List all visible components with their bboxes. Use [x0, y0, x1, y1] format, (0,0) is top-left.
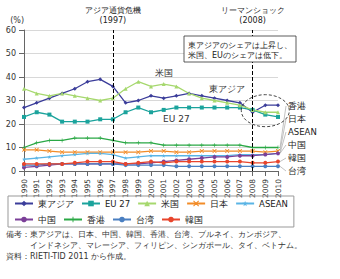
- svg-text:インドネシア、マレーシア、フィリピン、シンガポール、タイ、ベ: インドネシア、マレーシア、フィリピン、シンガポール、タイ、ベトナム。: [6, 241, 302, 250]
- svg-text:リーマンショック: リーマンショック: [221, 6, 285, 15]
- svg-text:40: 40: [6, 73, 16, 82]
- svg-text:2006: 2006: [223, 179, 232, 198]
- svg-text:2009: 2009: [261, 179, 270, 198]
- svg-text:東アジアのシェアは上昇し、: 東アジアのシェアは上昇し、: [188, 41, 292, 50]
- svg-text:1998: 1998: [121, 179, 130, 198]
- svg-text:東アジア: 東アジア: [209, 84, 245, 94]
- svg-text:台湾: 台湾: [288, 166, 306, 176]
- svg-text:2002: 2002: [172, 179, 181, 198]
- svg-text:1996: 1996: [96, 179, 105, 198]
- svg-text:10: 10: [6, 143, 16, 152]
- svg-text:1991: 1991: [32, 179, 41, 198]
- svg-text:1993: 1993: [58, 179, 67, 198]
- svg-text:2008: 2008: [248, 179, 257, 198]
- svg-text:(%): (%): [10, 16, 24, 25]
- svg-text:1995: 1995: [83, 179, 92, 198]
- svg-text:米国: 米国: [161, 199, 179, 209]
- svg-text:ASEAN: ASEAN: [288, 127, 317, 137]
- svg-text:2003: 2003: [185, 179, 194, 198]
- svg-text:EU 27: EU 27: [105, 199, 130, 209]
- svg-text:(2008): (2008): [239, 16, 266, 25]
- svg-text:韓国: 韓国: [185, 215, 203, 225]
- svg-text:2005: 2005: [210, 179, 219, 198]
- svg-text:中国: 中国: [38, 215, 56, 225]
- svg-text:韓国: 韓国: [288, 153, 306, 163]
- svg-text:2007: 2007: [235, 179, 244, 198]
- svg-text:日本: 日本: [210, 199, 228, 209]
- svg-text:香港: 香港: [288, 101, 306, 111]
- svg-text:米国: 米国: [155, 68, 173, 78]
- svg-text:資料：RIETI-TID 2011 から作成。: 資料：RIETI-TID 2011 から作成。: [6, 252, 131, 261]
- svg-text:ASEAN: ASEAN: [259, 199, 288, 209]
- svg-text:1992: 1992: [45, 179, 54, 198]
- svg-text:中国: 中国: [288, 140, 306, 150]
- svg-text:50: 50: [6, 49, 16, 58]
- svg-text:アジア通貨危機: アジア通貨危機: [85, 6, 141, 15]
- svg-text:2010: 2010: [274, 179, 283, 198]
- svg-text:1994: 1994: [70, 179, 79, 198]
- svg-text:1997: 1997: [108, 179, 117, 198]
- svg-text:0: 0: [11, 167, 16, 176]
- svg-text:20: 20: [6, 120, 16, 129]
- svg-text:1990: 1990: [20, 179, 29, 198]
- svg-text:60: 60: [6, 26, 16, 35]
- svg-text:2000: 2000: [147, 179, 156, 198]
- svg-text:2004: 2004: [197, 179, 206, 198]
- svg-text:2001: 2001: [159, 179, 168, 198]
- svg-text:(1997): (1997): [100, 16, 127, 25]
- svg-text:30: 30: [6, 96, 16, 105]
- svg-text:東アジア: 東アジア: [38, 199, 74, 209]
- svg-text:EU 27: EU 27: [163, 114, 190, 124]
- svg-text:香港: 香港: [87, 215, 105, 225]
- svg-text:1999: 1999: [134, 179, 143, 198]
- svg-text:台湾: 台湾: [136, 215, 154, 225]
- svg-text:備考：東アジアは、日本、中国、韓国、香港、台湾、ブルネイ、カ: 備考：東アジアは、日本、中国、韓国、香港、台湾、ブルネイ、カンボジア、: [6, 230, 286, 239]
- svg-text:米国、EUのシェアは低下。: 米国、EUのシェアは低下。: [188, 51, 287, 60]
- svg-text:日本: 日本: [288, 114, 306, 124]
